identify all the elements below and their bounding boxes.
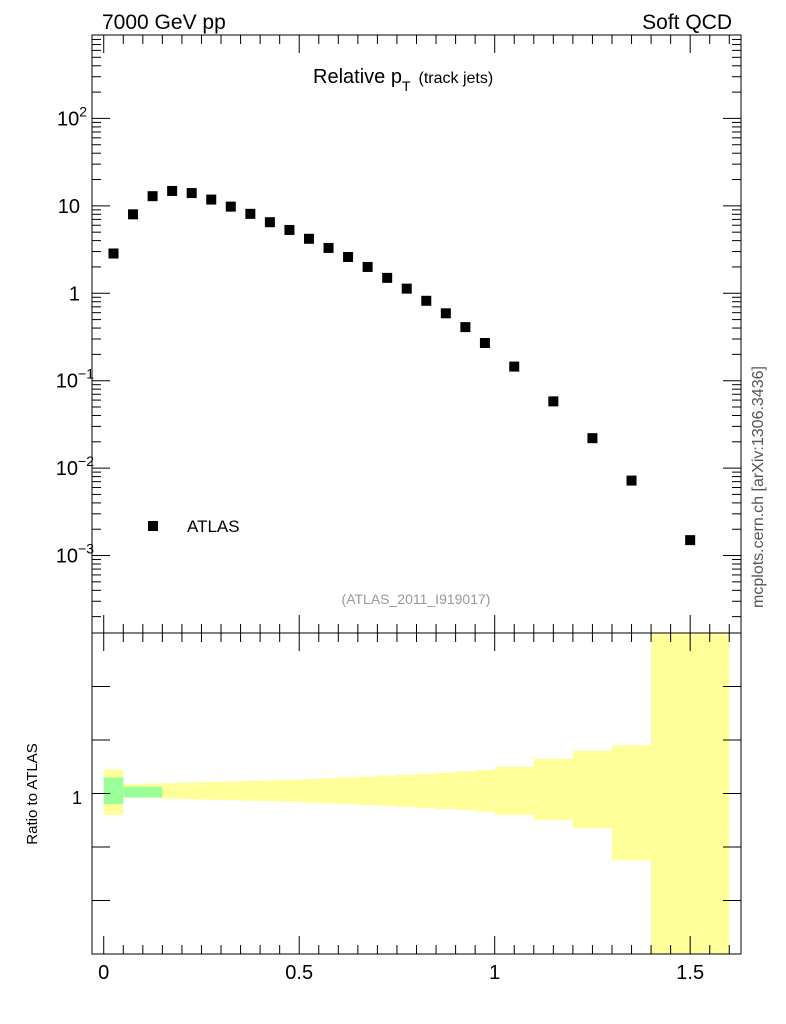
legend-label: ATLAS <box>187 517 240 536</box>
data-point <box>440 308 451 319</box>
ytick-exponent: −3 <box>78 541 94 557</box>
data-point <box>186 188 197 199</box>
main-ytick-label: 10−3 <box>56 541 94 568</box>
side-label: mcplots.cern.ch [arXiv:1306.3436] <box>750 366 767 608</box>
ratio-band-total <box>533 758 573 821</box>
ratio-axis-ticks <box>92 633 741 954</box>
data-point <box>343 251 354 262</box>
data-point <box>587 433 598 444</box>
ratio-band-total <box>221 781 241 801</box>
data-point <box>128 209 139 220</box>
ratio-band-total <box>299 779 319 803</box>
ratio-band-total <box>416 773 437 808</box>
header-right: Soft QCD <box>642 11 732 34</box>
legend-marker <box>148 521 158 531</box>
ratio-band-stat <box>103 777 124 805</box>
ratio-band-total <box>611 745 652 861</box>
plot-title-suffix: (track jets) <box>419 70 494 87</box>
ratio-band-total <box>181 782 202 800</box>
ytick-base: 10 <box>57 108 79 130</box>
ratio-bands <box>103 633 730 954</box>
plot-title: Relative pT (track jets) <box>313 66 493 94</box>
xtick-label: 1 <box>489 962 500 984</box>
ratio-band-total <box>357 776 378 806</box>
xtick-label: 0 <box>98 962 109 984</box>
main-ytick-label: 1 <box>69 283 80 305</box>
ratio-band-total <box>436 772 456 810</box>
analysis-id: (ATLAS_2011_I919017) <box>342 591 491 607</box>
ratio-band-total <box>475 769 495 812</box>
ratio-band-total <box>377 775 397 806</box>
ratio-band-total <box>201 781 222 800</box>
ratio-band-total <box>279 779 300 802</box>
main-ytick-label: 10−1 <box>56 366 94 393</box>
data-point <box>323 242 334 253</box>
data-point <box>685 535 696 546</box>
ratio-ytick-label: 1 <box>72 788 82 808</box>
ratio-band-stat <box>123 786 163 798</box>
ytick-base: 10 <box>56 458 78 480</box>
x-tick-labels: 0 0.5 1 1.5 <box>98 962 704 984</box>
data-markers <box>108 185 696 546</box>
header-left: 7000 GeV pp <box>102 11 226 34</box>
ratio-band-total <box>162 783 182 799</box>
ratio-band-total <box>651 633 730 954</box>
ratio-band-total <box>494 766 534 815</box>
data-point <box>108 248 119 259</box>
data-point <box>284 224 295 235</box>
ratio-ylabel: Ratio to ATLAS <box>24 743 41 844</box>
data-point <box>548 396 559 407</box>
xtick-label: 0.5 <box>285 962 313 984</box>
data-point <box>509 361 520 372</box>
data-point <box>421 295 432 306</box>
data-point <box>382 272 393 283</box>
ratio-band-total <box>318 778 339 804</box>
data-point <box>167 185 178 196</box>
ytick-base: 10 <box>56 371 78 393</box>
main-axis-ticks <box>92 34 741 633</box>
data-point <box>147 191 158 202</box>
plot-title-main: Relative p <box>313 66 402 88</box>
data-point <box>460 322 471 333</box>
ratio-band-total <box>572 750 612 829</box>
data-point <box>479 337 490 348</box>
ratio-band-total <box>338 777 358 805</box>
ratio-band-total <box>260 780 280 802</box>
ytick-base: 1 <box>69 283 80 305</box>
main-ytick-label: 10 <box>58 196 80 218</box>
plot-title-subscript: T <box>402 78 411 94</box>
data-point <box>401 283 412 294</box>
ratio-band-total <box>240 780 261 801</box>
data-point <box>225 201 236 212</box>
ytick-exponent: −1 <box>78 366 94 382</box>
ratio-panel: 1 0 0.5 1 1.5 Ratio to ATLAS <box>24 632 742 984</box>
data-point <box>303 233 314 244</box>
main-frame <box>91 34 742 634</box>
ratio-band-total <box>396 774 417 807</box>
data-point <box>206 194 217 205</box>
data-point <box>264 217 275 228</box>
ratio-frame <box>91 632 742 955</box>
data-point <box>626 475 637 486</box>
ytick-base: 10 <box>58 196 80 218</box>
data-point <box>362 261 373 272</box>
ytick-exponent: 2 <box>79 103 87 119</box>
ratio-band-total <box>455 771 476 811</box>
main-ytick-label: 10−2 <box>56 453 94 480</box>
main-ytick-label: 102 <box>57 103 87 130</box>
data-point <box>245 208 256 219</box>
ytick-base: 10 <box>56 546 78 568</box>
xtick-label: 1.5 <box>676 962 704 984</box>
ytick-exponent: −2 <box>78 453 94 469</box>
